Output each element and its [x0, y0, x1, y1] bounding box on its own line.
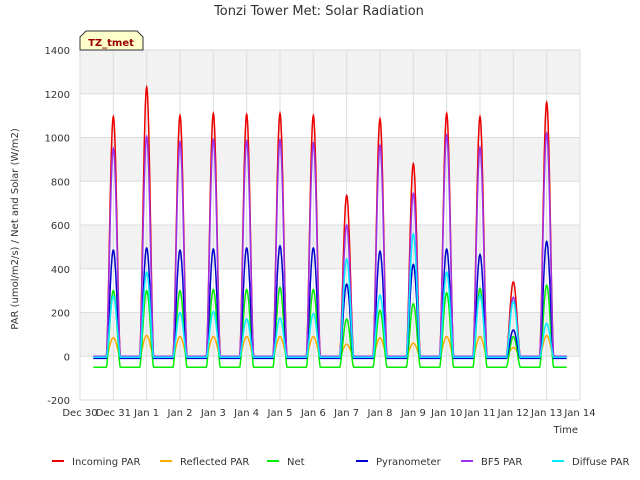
y-tick-labels: -200 0 200 400 600 800 1000 1200 1400	[45, 46, 70, 407]
x-tick-label: Jan 6	[300, 408, 326, 419]
x-tick-label: Jan 8	[367, 408, 393, 419]
series-line-net	[93, 284, 567, 368]
y-tick-label: -200	[47, 396, 70, 407]
x-tick-label: Jan 12	[497, 408, 529, 419]
background-bands	[80, 50, 580, 357]
x-axis-label: Time	[553, 425, 578, 436]
x-tick-label: Jan 4	[233, 408, 259, 419]
station-tag: TZ_tmet	[79, 30, 144, 51]
y-tick-label: 800	[51, 177, 70, 188]
series-line-diffuse-par	[93, 232, 567, 359]
x-tick-label: Jan 2	[167, 408, 193, 419]
legend: Incoming PAR Reflected PAR Net Pyranometer B…	[52, 457, 629, 468]
x-tick-label: Jan 3	[200, 408, 226, 419]
y-tick-label: 1200	[45, 90, 70, 101]
legend-label-net: Net	[287, 457, 305, 468]
x-tick-label: Dec 31	[96, 408, 131, 419]
x-tick-label: Jan 5	[267, 408, 293, 419]
x-tick-label: Jan 13	[530, 408, 562, 419]
x-tick-label: Jan 11	[463, 408, 495, 419]
legend-label-incoming-par: Incoming PAR	[72, 457, 141, 468]
station-tag-box	[79, 30, 144, 51]
legend-label-diffuse-par: Diffuse PAR	[572, 457, 629, 468]
x-tick-label: Jan 10	[430, 408, 462, 419]
y-tick-label: 600	[51, 221, 70, 232]
x-tick-label: Jan 1	[133, 408, 159, 419]
legend-label-pyranometer: Pyranometer	[376, 457, 442, 468]
x-tick-label: Jan 9	[400, 408, 426, 419]
background-band	[80, 312, 580, 357]
y-axis-label: PAR (umol/m2/s) / Net and Solar (W/m2)	[10, 128, 21, 330]
legend-label-reflected-par: Reflected PAR	[180, 457, 249, 468]
station-tag-label: TZ_tmet	[88, 38, 134, 49]
chart-title: Tonzi Tower Met: Solar Radiation	[213, 4, 424, 19]
background-band	[80, 137, 580, 182]
y-tick-label: 200	[51, 309, 70, 320]
background-band	[80, 50, 580, 94]
x-tick-label: Dec 30	[62, 408, 97, 419]
series-line-bf5-par	[93, 130, 567, 358]
legend-label-bf5-par: BF5 PAR	[481, 457, 522, 468]
y-tick-label: 1000	[45, 134, 70, 145]
x-tick-label: Jan 7	[333, 408, 359, 419]
x-tick-label: Jan 14	[563, 408, 595, 419]
background-band	[80, 225, 580, 269]
series-layer	[93, 84, 567, 368]
y-tick-label: 400	[51, 265, 70, 276]
y-tick-label: 1400	[45, 46, 70, 57]
series-line-pyranometer	[93, 240, 567, 360]
y-tick-label: 0	[64, 352, 70, 363]
